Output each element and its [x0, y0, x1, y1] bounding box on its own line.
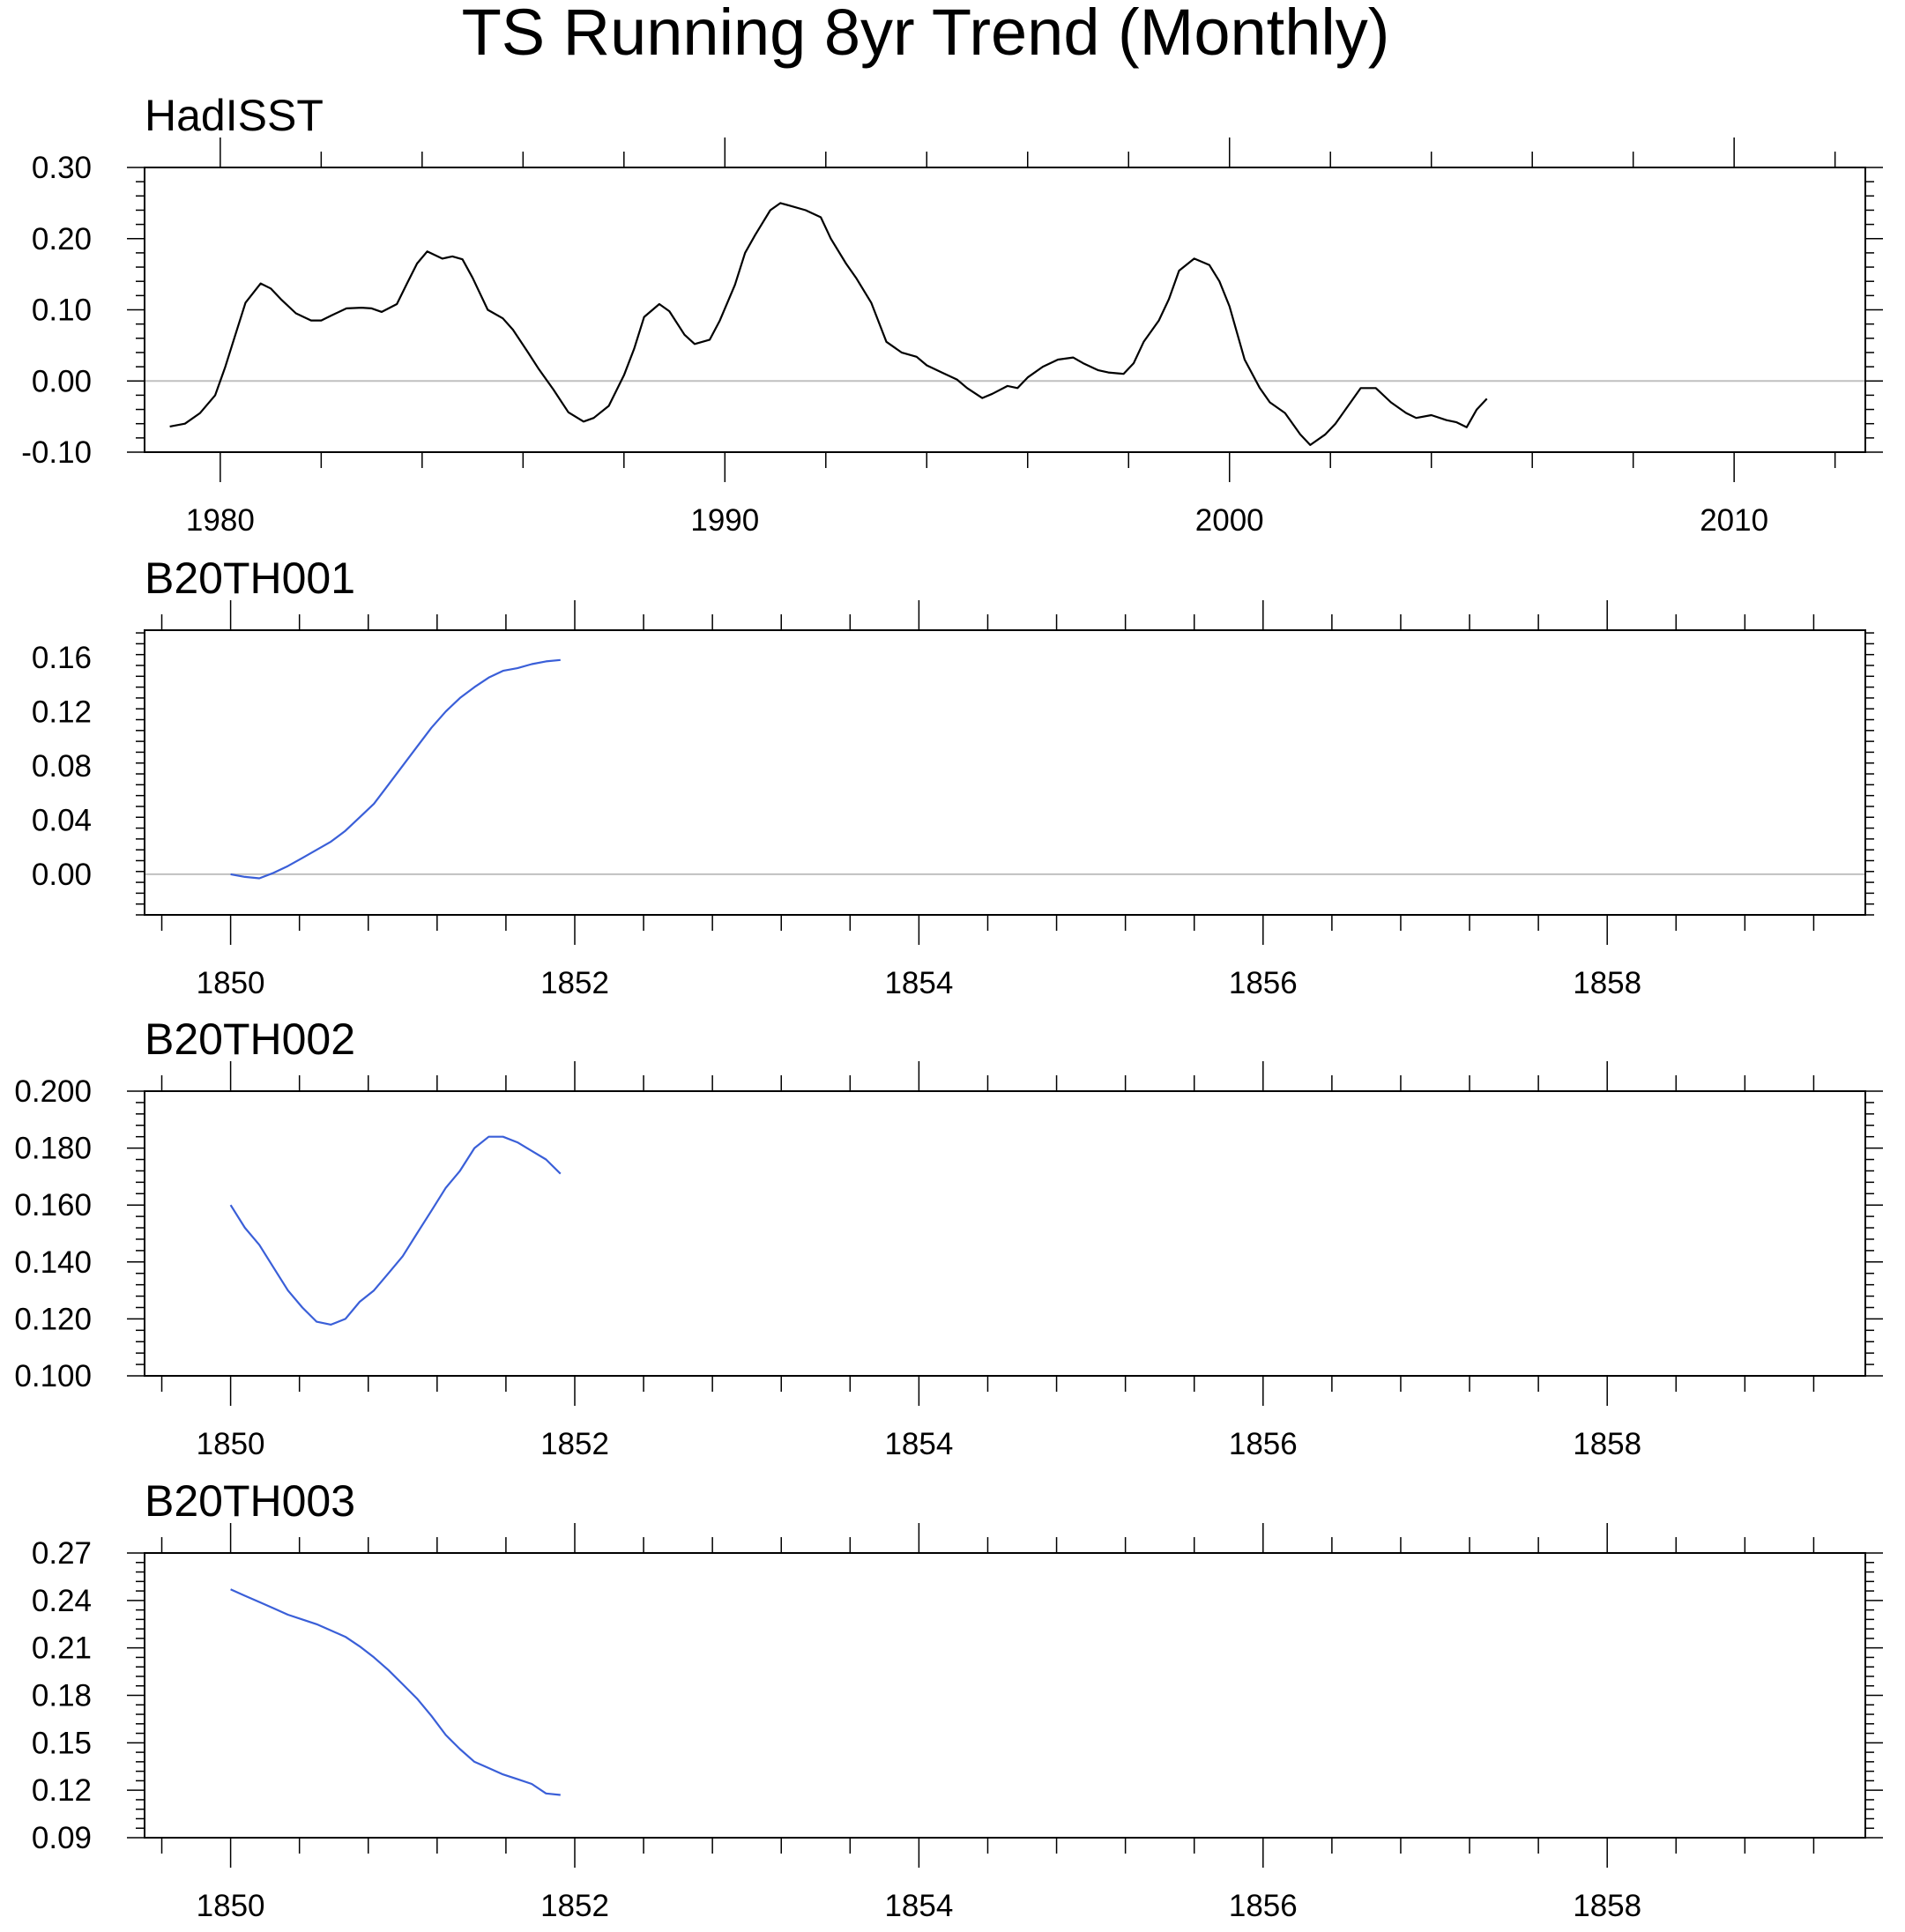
x-tick-label: 1856 — [1229, 1427, 1298, 1461]
x-tick-label: 1852 — [540, 966, 609, 1000]
x-tick-label: 2000 — [1195, 503, 1264, 538]
chart-title: TS Running 8yr Trend (Monthly) — [462, 0, 1390, 69]
panel-1: HadISST -0.10 0.00 0.10 0.20 0.30 1980 1990 2000… — [21, 91, 1883, 538]
x-tick-label: 1990 — [690, 503, 759, 538]
x-tick-label: 1852 — [540, 1427, 609, 1461]
y-tick-label: 0.12 — [32, 1773, 92, 1808]
x-tick-label: 1856 — [1229, 1889, 1298, 1923]
y-tick-label: 0.160 — [14, 1188, 92, 1222]
y-tick-label: 0.20 — [32, 222, 92, 256]
x-tick-label: 1850 — [197, 966, 265, 1000]
x-tick-label: 1858 — [1573, 966, 1641, 1000]
y-tick-label: 0.120 — [14, 1302, 92, 1336]
x-tick-label: 1852 — [540, 1889, 609, 1923]
panel-4: B20TH003 0.09 0.12 0.15 0.18 0.21 0.24 0.27 1850… — [32, 1476, 1883, 1923]
x-tick-label: 1850 — [197, 1427, 265, 1461]
panel-title: B20TH001 — [145, 554, 355, 603]
plot-frame — [144, 1552, 1866, 1839]
y-tick-label: 0.09 — [32, 1821, 92, 1855]
y-tick-label: 0.12 — [32, 695, 92, 729]
y-tick-label: 0.27 — [32, 1536, 92, 1571]
y-tick-label: 0.30 — [32, 151, 92, 185]
y-tick-label: 0.200 — [14, 1074, 92, 1109]
panel-2: B20TH001 0.00 0.04 0.08 0.12 0.16 1850 1852 1854… — [32, 554, 1874, 1000]
x-tick-label: 1856 — [1229, 966, 1298, 1000]
y-tick-label: 0.15 — [32, 1726, 92, 1760]
series-line — [230, 1588, 561, 1796]
panel-title: HadISST — [145, 91, 324, 140]
plot-frame — [144, 1090, 1866, 1377]
chart-panels: HadISST -0.10 0.00 0.10 0.20 0.30 1980 1990 2000… — [14, 91, 1883, 1923]
plot-frame — [144, 167, 1866, 453]
y-tick-label: 0.100 — [14, 1359, 92, 1393]
x-tick-label: 2010 — [1700, 503, 1768, 538]
y-tick-label: 0.21 — [32, 1631, 92, 1666]
x-tick-label: 1854 — [884, 1427, 953, 1461]
x-tick-label: 1858 — [1573, 1889, 1641, 1923]
x-tick-label: 1854 — [884, 966, 953, 1000]
plot-frame — [144, 629, 1866, 916]
y-tick-label: 0.180 — [14, 1132, 92, 1166]
y-tick-label: 0.16 — [32, 641, 92, 675]
y-tick-label: 0.08 — [32, 749, 92, 784]
panel-3: B20TH002 0.100 0.120 0.140 0.160 0.180 0.200 18… — [14, 1014, 1883, 1461]
x-tick-label: 1850 — [197, 1889, 265, 1923]
x-tick-label: 1980 — [186, 503, 255, 538]
y-tick-label: -0.10 — [21, 435, 92, 470]
panel-title: B20TH003 — [145, 1476, 355, 1526]
y-tick-label: 0.00 — [32, 364, 92, 398]
series-line — [169, 202, 1488, 446]
series-line — [230, 658, 561, 880]
series-line — [229, 1135, 562, 1326]
y-tick-label: 0.04 — [32, 803, 92, 837]
y-tick-label: 0.140 — [14, 1245, 92, 1280]
y-tick-label: 0.18 — [32, 1679, 92, 1713]
x-tick-label: 1854 — [884, 1889, 953, 1923]
x-tick-label: 1858 — [1573, 1427, 1641, 1461]
y-tick-label: 0.10 — [32, 294, 92, 328]
panel-title: B20TH002 — [145, 1014, 355, 1064]
y-tick-label: 0.24 — [32, 1584, 92, 1618]
y-tick-label: 0.00 — [32, 858, 92, 892]
